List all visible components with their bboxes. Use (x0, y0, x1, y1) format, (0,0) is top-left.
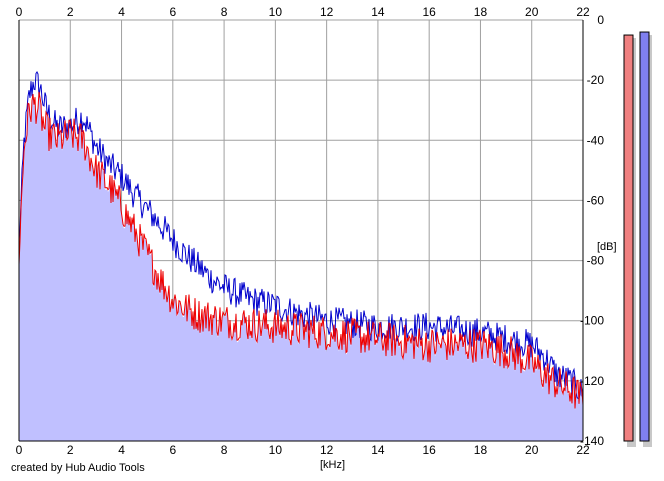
x-tick-label-bottom: 10 (269, 443, 283, 457)
x-tick-label-top: 16 (423, 5, 437, 19)
y-axis-unit-label: [dB] (597, 241, 617, 253)
x-tick-label-top: 4 (118, 5, 125, 19)
x-tick-label-top: 2 (67, 5, 74, 19)
credit-label: created by Hub Audio Tools (11, 462, 145, 474)
x-tick-label-bottom: 12 (320, 443, 334, 457)
x-tick-label-bottom: 4 (118, 443, 125, 457)
y-tick-label: -80 (587, 254, 605, 268)
x-tick-label-bottom: 18 (474, 443, 488, 457)
x-tick-label-top: 12 (320, 5, 334, 19)
x-tick-label-top: 10 (269, 5, 283, 19)
x-tick-label-bottom: 14 (371, 443, 385, 457)
spectrum-fill-layer (19, 93, 583, 442)
x-tick-label-bottom: 2 (67, 443, 74, 457)
y-tick-label: -60 (587, 193, 605, 207)
x-tick-label-top: 0 (16, 5, 23, 19)
series-line-2 (18, 91, 584, 409)
x-tick-label-bottom: 22 (576, 443, 590, 457)
x-tick-label-top: 20 (525, 5, 539, 19)
x-tick-label-bottom: 8 (221, 443, 228, 457)
x-tick-label-bottom: 16 (423, 443, 437, 457)
y-tick-label: -20 (587, 73, 605, 87)
y-ticks: 0 -20 -40 -60 -80 -100 -120 -140 (580, 13, 604, 448)
spectrum-fill-area (19, 93, 583, 442)
y-tick-label: -40 (587, 133, 605, 147)
x-axis-unit-label: [kHz] (320, 459, 345, 471)
y-tick-label: -140 (580, 434, 604, 448)
x-tick-label-top: 22 (576, 5, 590, 19)
y-tick-label: -100 (580, 314, 604, 328)
level-meters (623, 31, 652, 448)
x-tick-label-bottom: 0 (16, 443, 23, 457)
level-meter-bar (623, 34, 634, 442)
x-tick-label-bottom: 20 (525, 443, 539, 457)
y-tick-label: 0 (597, 13, 604, 27)
x-tick-label-top: 8 (221, 5, 228, 19)
series-line-1 (18, 71, 584, 400)
x-ticks-bottom: 0 2 4 6 8 10 12 14 16 18 20 22 (16, 443, 590, 457)
x-tick-label-top: 14 (371, 5, 385, 19)
level-meter-bar (639, 31, 650, 442)
x-tick-label-bottom: 6 (169, 443, 176, 457)
y-tick-label: -120 (580, 374, 604, 388)
series-layer (18, 71, 584, 409)
axis-frame (18, 20, 584, 442)
x-ticks-top: 0 2 4 6 8 10 12 14 16 18 20 22 (16, 5, 590, 19)
x-tick-label-top: 18 (474, 5, 488, 19)
x-tick-label-top: 6 (169, 5, 176, 19)
